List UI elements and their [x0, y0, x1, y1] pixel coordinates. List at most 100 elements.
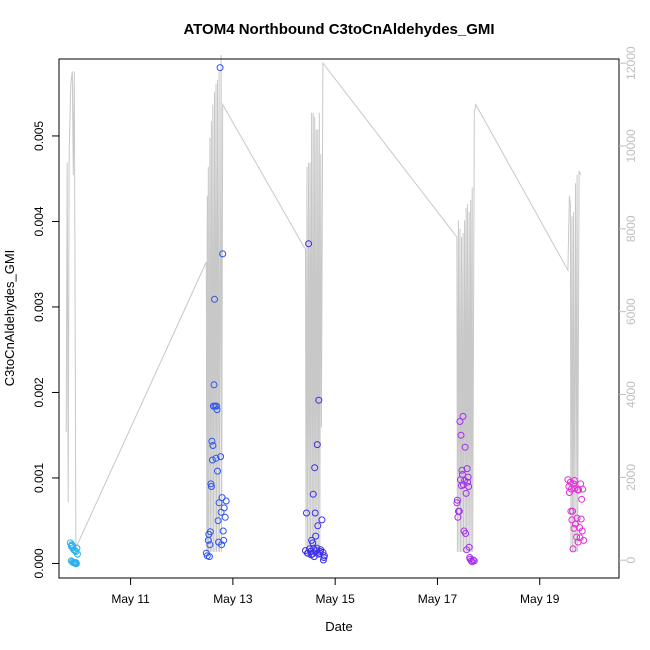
data-point — [461, 443, 469, 451]
data-point — [465, 483, 473, 490]
data-point — [220, 504, 228, 512]
data-point — [222, 497, 230, 505]
data-point — [574, 538, 582, 546]
data-point — [579, 485, 587, 493]
data-point — [571, 477, 578, 484]
data-point — [219, 250, 227, 258]
data-point — [464, 473, 472, 481]
data-point — [206, 528, 214, 536]
data-point — [312, 532, 320, 540]
data-point — [206, 541, 214, 549]
data-point — [218, 541, 226, 549]
y2-tick-label: 2000 — [624, 464, 638, 491]
x-tick-label: May 17 — [418, 592, 458, 606]
data-point — [311, 464, 319, 472]
y2-tick-label: 8000 — [624, 215, 638, 242]
x-tick-label: May 11 — [111, 592, 150, 606]
data-point — [569, 545, 577, 553]
data-point — [73, 550, 81, 558]
series-3 — [302, 240, 328, 564]
points-layer — [66, 64, 588, 567]
x-axis: May 11 May 13 May 15 May 17 May 19 — [111, 578, 560, 606]
data-point — [455, 507, 463, 515]
data-point — [211, 295, 218, 303]
data-point — [573, 514, 581, 522]
data-point — [470, 557, 478, 565]
data-point — [313, 441, 321, 449]
data-point — [565, 489, 573, 496]
data-point — [208, 437, 216, 445]
data-point — [463, 465, 471, 473]
data-point — [205, 553, 213, 561]
data-point — [570, 480, 577, 488]
data-point — [578, 495, 586, 503]
data-point — [457, 431, 465, 439]
data-point — [218, 494, 226, 502]
data-point — [456, 418, 464, 425]
data-point — [213, 402, 220, 410]
altitude-line — [65, 54, 582, 552]
data-point — [575, 486, 583, 494]
y2-tick-label: 0 — [624, 557, 638, 564]
data-point — [319, 556, 327, 564]
data-point — [463, 546, 471, 554]
data-point — [462, 489, 470, 497]
x-tick-label: May 15 — [315, 592, 355, 606]
series-5 — [564, 476, 588, 553]
x-tick-label: May 19 — [520, 592, 560, 606]
x-axis-label: Date — [325, 619, 352, 634]
data-point — [208, 456, 216, 464]
data-point — [221, 513, 229, 521]
data-point — [212, 454, 220, 462]
y-tick-label: 0.001 — [32, 463, 46, 493]
data-point — [453, 496, 461, 504]
y-tick-label: 0.000 — [32, 548, 46, 578]
data-point — [309, 490, 317, 498]
y-tick-label: 0.003 — [32, 292, 46, 322]
data-point — [214, 467, 221, 475]
y-axis-label: C3toCnAldehydes_GMI — [2, 250, 17, 387]
series-1 — [66, 539, 81, 567]
data-point — [303, 509, 310, 517]
data-point — [570, 524, 578, 532]
y-tick-label: 0.005 — [32, 121, 46, 151]
data-point — [214, 517, 222, 525]
data-point — [216, 64, 224, 72]
data-point — [215, 499, 223, 507]
data-point — [320, 552, 328, 560]
data-point — [573, 533, 581, 541]
data-point — [315, 396, 323, 404]
y-tick-label: 0.004 — [32, 206, 46, 236]
data-point — [207, 480, 215, 488]
chart-title: ATOM4 Northbound C3toCnAldehydes_GMI — [183, 21, 494, 38]
x-tick-label: May 13 — [213, 592, 253, 606]
data-point — [305, 240, 313, 248]
y2-tick-label: 6000 — [624, 298, 638, 325]
data-point — [466, 554, 474, 561]
data-point — [318, 516, 326, 524]
data-point — [217, 453, 225, 461]
data-point — [459, 471, 466, 478]
data-point — [459, 412, 467, 420]
data-point — [316, 548, 324, 555]
data-point — [210, 381, 218, 389]
data-point — [207, 483, 215, 490]
data-point — [220, 536, 228, 544]
data-point — [577, 515, 585, 523]
data-point — [72, 560, 80, 567]
y2-tick-label: 4000 — [624, 381, 638, 408]
y2-axis: 0 2000 4000 6000 8000 10000 12000 — [619, 46, 638, 564]
data-point — [311, 509, 319, 517]
data-point — [464, 478, 472, 486]
data-point — [453, 499, 461, 507]
y-tick-label: 0.002 — [32, 377, 46, 407]
data-point — [209, 442, 217, 449]
y2-tick-label: 10000 — [624, 129, 638, 163]
data-point — [314, 522, 322, 530]
data-point — [213, 406, 221, 414]
data-point — [462, 530, 470, 537]
data-point — [567, 507, 575, 515]
data-point — [219, 527, 227, 535]
data-point — [578, 527, 586, 535]
